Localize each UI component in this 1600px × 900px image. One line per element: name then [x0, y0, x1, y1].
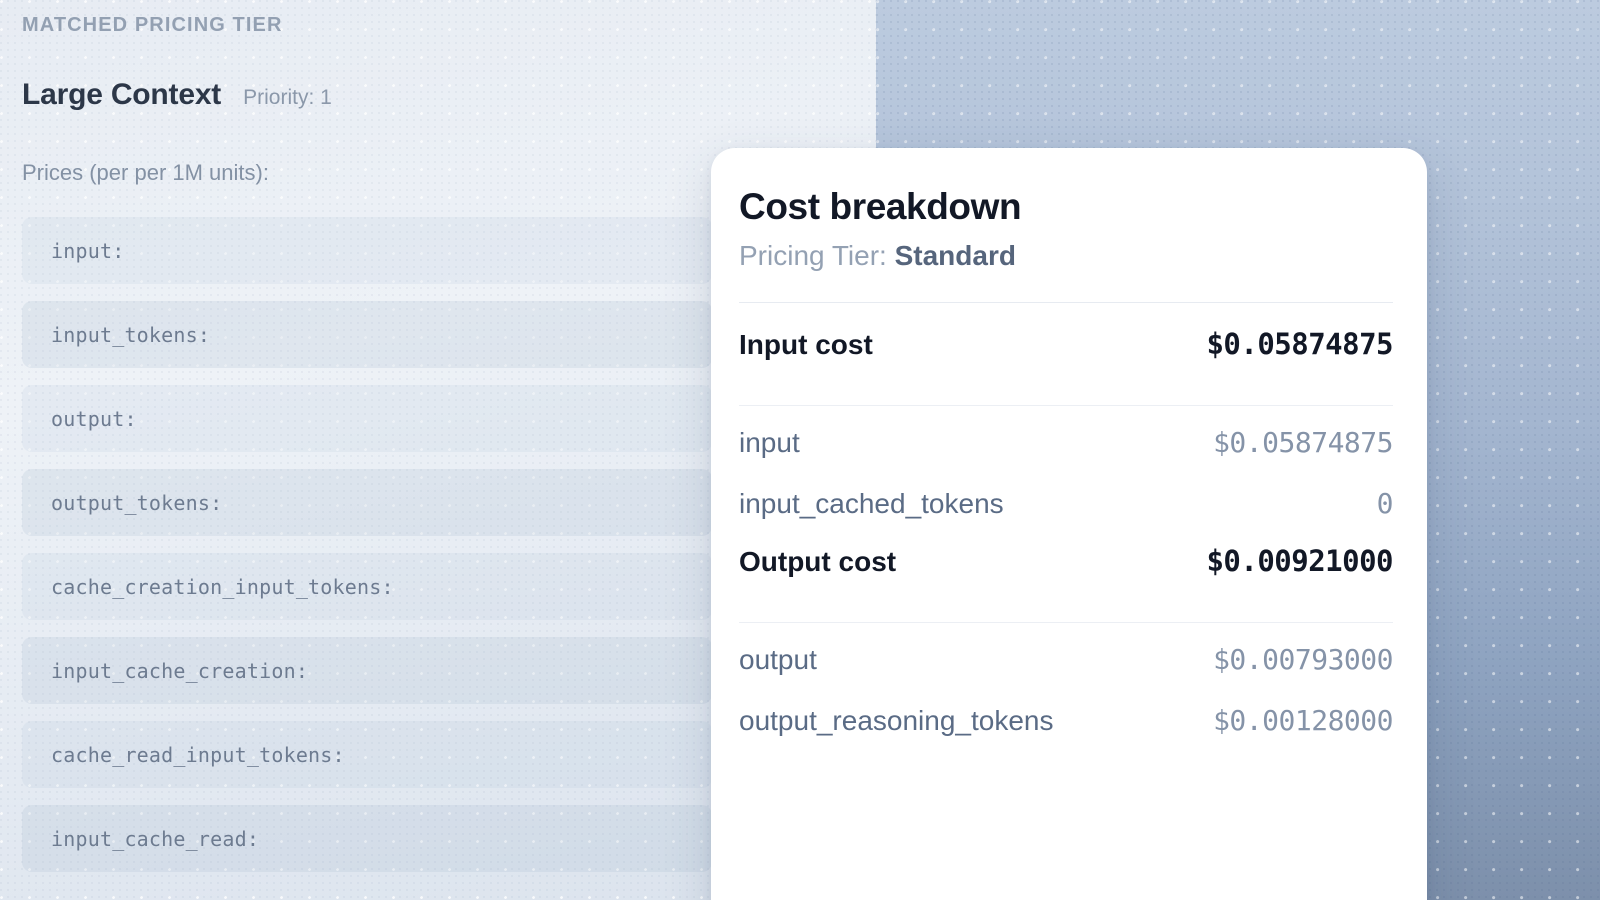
output-cost-divider	[739, 622, 1393, 623]
price-row: output:	[22, 385, 712, 452]
cost-item-value: $0.00128000	[1213, 704, 1393, 737]
price-row-key: cache_read_input_tokens:	[51, 742, 345, 767]
price-row-key: output_tokens:	[51, 490, 223, 515]
price-row-key: output:	[51, 406, 137, 431]
card-header-divider	[739, 302, 1393, 303]
price-row-key: input_cache_read:	[51, 826, 260, 851]
output-cost-value: $0.00921000	[1206, 544, 1393, 578]
price-row: input_tokens:	[22, 301, 712, 368]
price-row: input_cache_read:	[22, 805, 712, 872]
cost-item-row: input $0.05874875	[739, 426, 1393, 459]
output-cost-section: Output cost $0.00921000 output $0.007930…	[739, 544, 1393, 737]
price-row: output_tokens:	[22, 469, 712, 536]
price-row: input:	[22, 217, 712, 284]
cost-item-label: input	[739, 427, 800, 458]
cost-item-value: $0.05874875	[1213, 426, 1393, 459]
card-title: Cost breakdown	[739, 186, 1022, 227]
cost-breakdown-card: Cost breakdown Pricing Tier: Standard In…	[711, 148, 1427, 900]
pricing-tier-panel: MATCHED PRICING TIER Large Context Prior…	[22, 14, 712, 889]
input-cost-divider	[739, 405, 1393, 406]
tier-name: Large Context	[22, 78, 222, 111]
price-row: cache_creation_input_tokens:	[22, 553, 712, 620]
price-row-key: input:	[51, 238, 125, 263]
matched-pricing-tier-eyebrow: MATCHED PRICING TIER	[22, 14, 283, 36]
pricing-tier-label: Pricing Tier:	[739, 240, 887, 271]
cost-item-row: input_cached_tokens 0	[739, 487, 1394, 520]
price-row-key: cache_creation_input_tokens:	[51, 574, 394, 599]
prices-label: Prices (per per 1M units):	[22, 160, 269, 185]
pricing-tier-subtitle: Pricing Tier: Standard	[739, 240, 1393, 272]
input-cost-total-row: Input cost $0.05874875	[739, 327, 1393, 375]
input-cost-items: input $0.05874875 input_cached_tokens 0	[739, 426, 1394, 520]
cost-item-value: $0.00793000	[1213, 643, 1393, 676]
cost-item-value: 0	[1376, 487, 1394, 520]
cost-item-label: output	[739, 644, 817, 675]
output-cost-items: output $0.00793000 output_reasoning_toke…	[739, 643, 1393, 737]
price-row: input_cache_creation:	[22, 637, 712, 704]
output-cost-total-row: Output cost $0.00921000	[739, 544, 1393, 592]
input-cost-section: Input cost $0.05874875 input $0.05874875…	[739, 327, 1394, 520]
cost-item-label: input_cached_tokens	[739, 488, 1004, 519]
input-cost-label: Input cost	[739, 329, 873, 360]
tier-priority: Priority: 1	[243, 86, 332, 109]
cost-item-row: output_reasoning_tokens $0.00128000	[739, 704, 1393, 737]
price-row: cache_read_input_tokens:	[22, 721, 712, 788]
cost-item-row: output $0.00793000	[739, 643, 1393, 676]
input-cost-value: $0.05874875	[1206, 327, 1393, 361]
price-row-key: input_cache_creation:	[51, 658, 309, 683]
pricing-tier-value: Standard	[894, 240, 1016, 271]
output-cost-label: Output cost	[739, 546, 897, 577]
price-rows-list: input: input_tokens: output: output_toke…	[22, 217, 712, 889]
cost-item-label: output_reasoning_tokens	[739, 705, 1054, 736]
price-row-key: input_tokens:	[51, 322, 211, 347]
tier-heading-row: Large Context Priority: 1	[22, 78, 332, 112]
